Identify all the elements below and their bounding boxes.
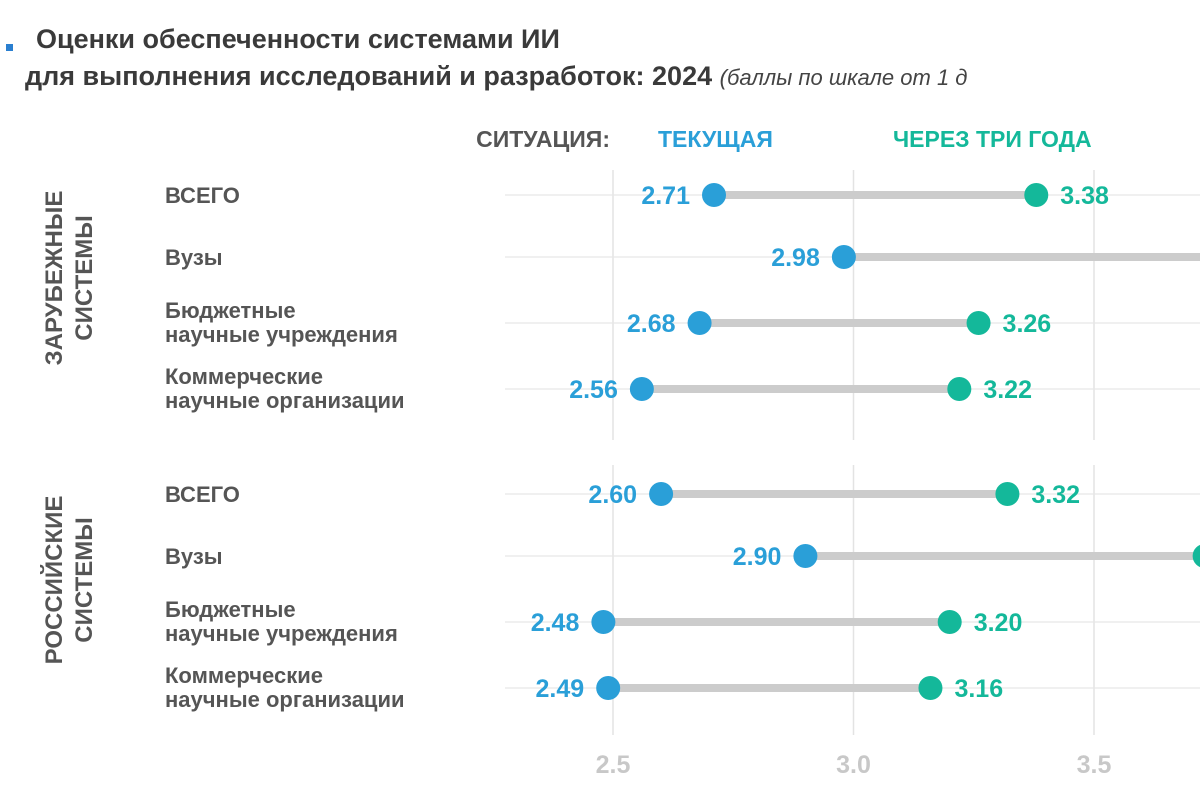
- point-current: [831, 245, 856, 269]
- category-label: Бюджетные: [165, 597, 296, 622]
- point-future: [918, 676, 943, 700]
- chart-title-line2: для выполнения исследований и разработок…: [25, 61, 967, 92]
- category-label: научные учреждения: [165, 621, 398, 646]
- label-future: 3.32: [1031, 481, 1080, 509]
- group-label-line: РОССИЙСКИЕ: [40, 496, 68, 665]
- group-label: РОССИЙСКИЕ СИСТЕМЫ: [40, 496, 98, 665]
- category-label: Вузы: [165, 544, 223, 569]
- label-current: 2.56: [569, 376, 618, 404]
- label-current: 2.98: [771, 244, 820, 272]
- category-label: ВСЕГО: [165, 482, 240, 507]
- group-label-line: СИСТЕМЫ: [71, 215, 98, 340]
- x-tick-label: 2.5: [596, 751, 631, 779]
- category-label: Вузы: [165, 245, 223, 270]
- label-future: 3.22: [983, 376, 1032, 404]
- point-future: [966, 311, 991, 335]
- label-current: 2.68: [627, 310, 676, 338]
- group-label: ЗАРУБЕЖНЫЕ СИСТЕМЫ: [41, 191, 98, 366]
- category-label: научные учреждения: [165, 322, 398, 347]
- point-current: [687, 311, 712, 335]
- point-current: [629, 377, 654, 401]
- label-future: 3.16: [954, 675, 1003, 703]
- label-current: 2.49: [536, 675, 585, 703]
- point-current: [591, 610, 616, 634]
- point-future: [937, 610, 962, 634]
- category-label: ВСЕГО: [165, 183, 240, 208]
- category-label: Коммерческие: [165, 663, 323, 688]
- label-future: 3.26: [1003, 310, 1052, 338]
- legend-current: ТЕКУЩАЯ: [658, 126, 773, 152]
- label-current: 2.48: [531, 609, 580, 637]
- label-current: 2.90: [733, 543, 782, 571]
- chart-title-line1: Оценки обеспеченности системами ИИ: [36, 24, 560, 54]
- point-current: [596, 676, 621, 700]
- label-future: 3.38: [1060, 182, 1109, 210]
- label-future: 3.20: [974, 609, 1023, 637]
- legend-prefix: СИТУАЦИЯ:: [476, 126, 610, 152]
- point-current: [702, 183, 727, 207]
- point-current: [649, 482, 674, 506]
- label-current: 2.60: [588, 481, 637, 509]
- category-label: научные организации: [165, 687, 405, 712]
- point-future: [1192, 544, 1200, 568]
- category-label: Бюджетные: [165, 298, 296, 323]
- legend-future: ЧЕРЕЗ ТРИ ГОДА: [893, 126, 1092, 152]
- label-current: 2.71: [641, 182, 690, 210]
- category-label: Коммерческие: [165, 364, 323, 389]
- point-current: [793, 544, 818, 568]
- point-future: [947, 377, 972, 401]
- point-future: [1024, 183, 1049, 207]
- x-tick-label: 3.5: [1077, 751, 1112, 779]
- chart-title-line2-text: для выполнения исследований и разработок…: [25, 61, 713, 91]
- group-label-line: ЗАРУБЕЖНЫЕ: [41, 191, 68, 366]
- chart-subtitle: (баллы по шкале от 1 д: [719, 65, 968, 90]
- category-label: научные организации: [165, 388, 405, 413]
- x-tick-label: 3.0: [836, 751, 871, 779]
- point-future: [995, 482, 1020, 506]
- title-bullet: [6, 44, 13, 51]
- group-label-line: СИСТЕМЫ: [71, 517, 98, 642]
